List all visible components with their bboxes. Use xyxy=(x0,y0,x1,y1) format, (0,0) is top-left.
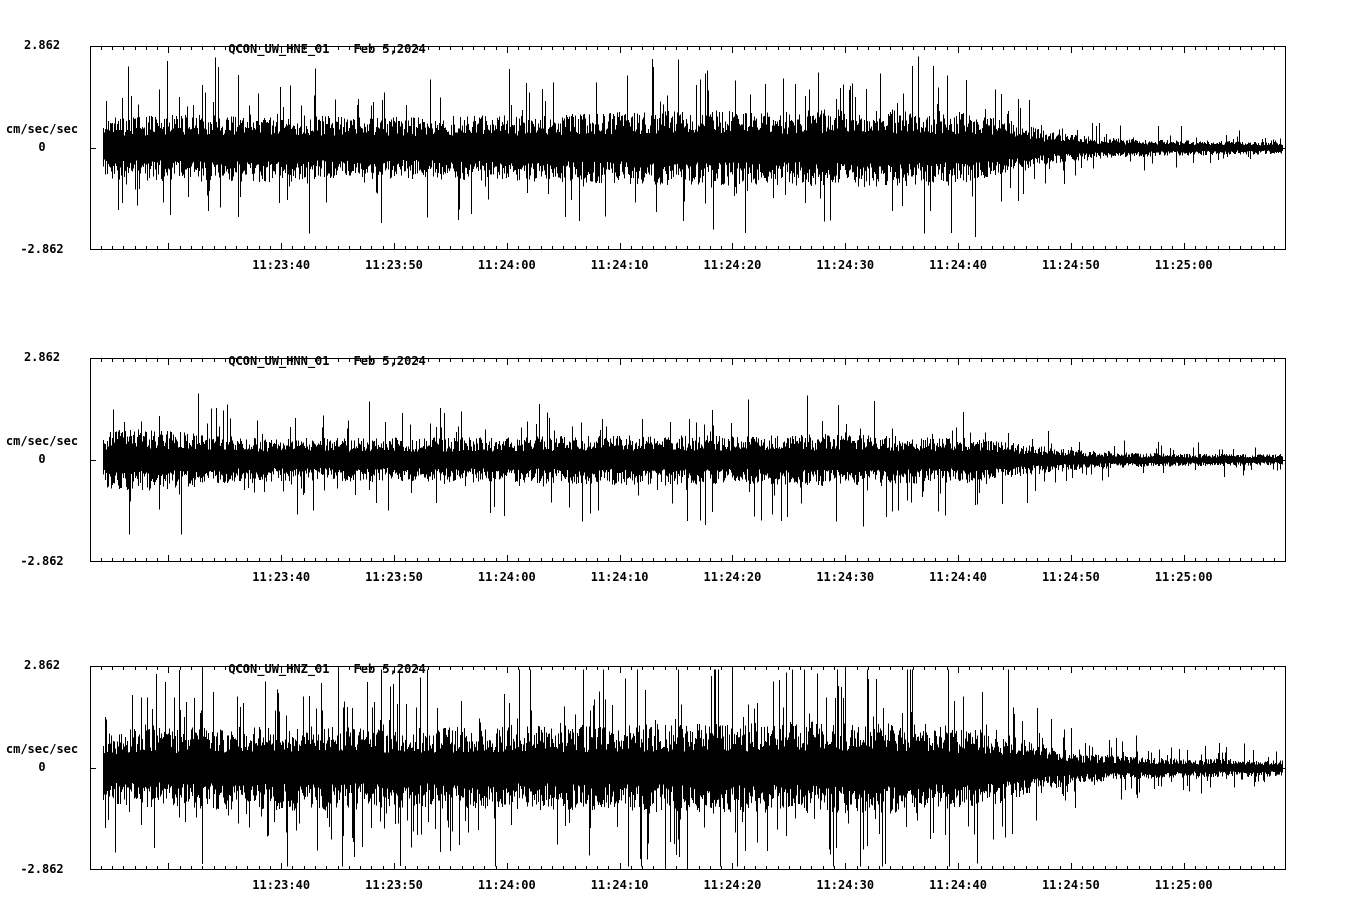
seismogram-panel-hnn: QCON_UW_HNN_01 Feb 5,2024 2.862 cm/sec/se… xyxy=(0,338,1358,596)
x-tick-label: 11:23:40 xyxy=(252,570,311,584)
x-tick-label: 11:24:30 xyxy=(816,878,875,892)
station-label: QCON_UW_HNE_01 xyxy=(228,42,330,56)
x-tick-label: 11:24:20 xyxy=(703,878,762,892)
x-tick-label: 11:24:30 xyxy=(816,570,875,584)
x-tick-label: 11:24:10 xyxy=(590,878,649,892)
x-tick-label: 11:24:50 xyxy=(1041,878,1100,892)
y-axis-min-label: -2.862 xyxy=(20,242,64,256)
y-axis-max-label: 2.862 xyxy=(23,38,61,52)
panel-title: QCON_UW_HNZ_01 Feb 5,2024 xyxy=(185,648,426,690)
y-axis-zero-label: 0 xyxy=(38,140,46,154)
seismogram-panel-hnz: QCON_UW_HNZ_01 Feb 5,2024 2.862 cm/sec/se… xyxy=(0,646,1358,904)
x-tick-label: 11:24:20 xyxy=(703,570,762,584)
x-tick-label: 11:24:40 xyxy=(929,258,987,272)
waveform-plot xyxy=(90,358,1286,562)
x-tick-label: 11:24:00 xyxy=(477,878,536,892)
y-axis-min-label: -2.862 xyxy=(20,554,64,568)
y-axis-max-label: 2.862 xyxy=(23,658,61,672)
x-tick-label: 11:23:40 xyxy=(252,878,311,892)
x-tick-label: 11:24:00 xyxy=(477,258,536,272)
x-tick-label: 11:25:00 xyxy=(1154,570,1213,584)
y-axis-units-label: cm/sec/sec xyxy=(5,742,79,756)
date-label: Feb 5,2024 xyxy=(353,662,426,676)
x-tick-label: 11:24:10 xyxy=(590,570,649,584)
x-tick-label: 11:23:50 xyxy=(365,258,423,272)
x-tick-label: 11:23:50 xyxy=(365,878,423,892)
y-axis-min-label: -2.862 xyxy=(20,862,64,876)
x-tick-label: 11:24:00 xyxy=(477,570,536,584)
seismogram-panel-hne: QCON_UW_HNE_01 Feb 5,2024 2.862 cm/sec/se… xyxy=(0,26,1358,284)
x-tick-label: 11:25:00 xyxy=(1154,258,1213,272)
y-axis-zero-label: 0 xyxy=(38,452,46,466)
x-tick-label: 11:24:50 xyxy=(1041,570,1100,584)
station-label: QCON_UW_HNZ_01 xyxy=(228,662,330,676)
x-tick-label: 11:24:30 xyxy=(816,258,875,272)
x-tick-label: 11:24:40 xyxy=(929,878,987,892)
y-axis-zero-label: 0 xyxy=(38,760,46,774)
waveform-plot xyxy=(90,46,1286,250)
y-axis-units-label: cm/sec/sec xyxy=(5,122,79,136)
panel-title: QCON_UW_HNN_01 Feb 5,2024 xyxy=(185,340,426,382)
station-label: QCON_UW_HNN_01 xyxy=(228,354,330,368)
x-tick-label: 11:23:40 xyxy=(252,258,311,272)
y-axis-units-label: cm/sec/sec xyxy=(5,434,79,448)
panel-title: QCON_UW_HNE_01 Feb 5,2024 xyxy=(185,28,426,70)
x-tick-label: 11:23:50 xyxy=(365,570,423,584)
x-tick-label: 11:24:10 xyxy=(590,258,649,272)
y-axis-max-label: 2.862 xyxy=(23,350,61,364)
date-label: Feb 5,2024 xyxy=(353,354,426,368)
x-tick-label: 11:24:20 xyxy=(703,258,762,272)
x-tick-label: 11:25:00 xyxy=(1154,878,1213,892)
x-tick-label: 11:24:50 xyxy=(1041,258,1100,272)
date-label: Feb 5,2024 xyxy=(353,42,426,56)
x-tick-label: 11:24:40 xyxy=(929,570,987,584)
waveform-plot xyxy=(90,666,1286,870)
